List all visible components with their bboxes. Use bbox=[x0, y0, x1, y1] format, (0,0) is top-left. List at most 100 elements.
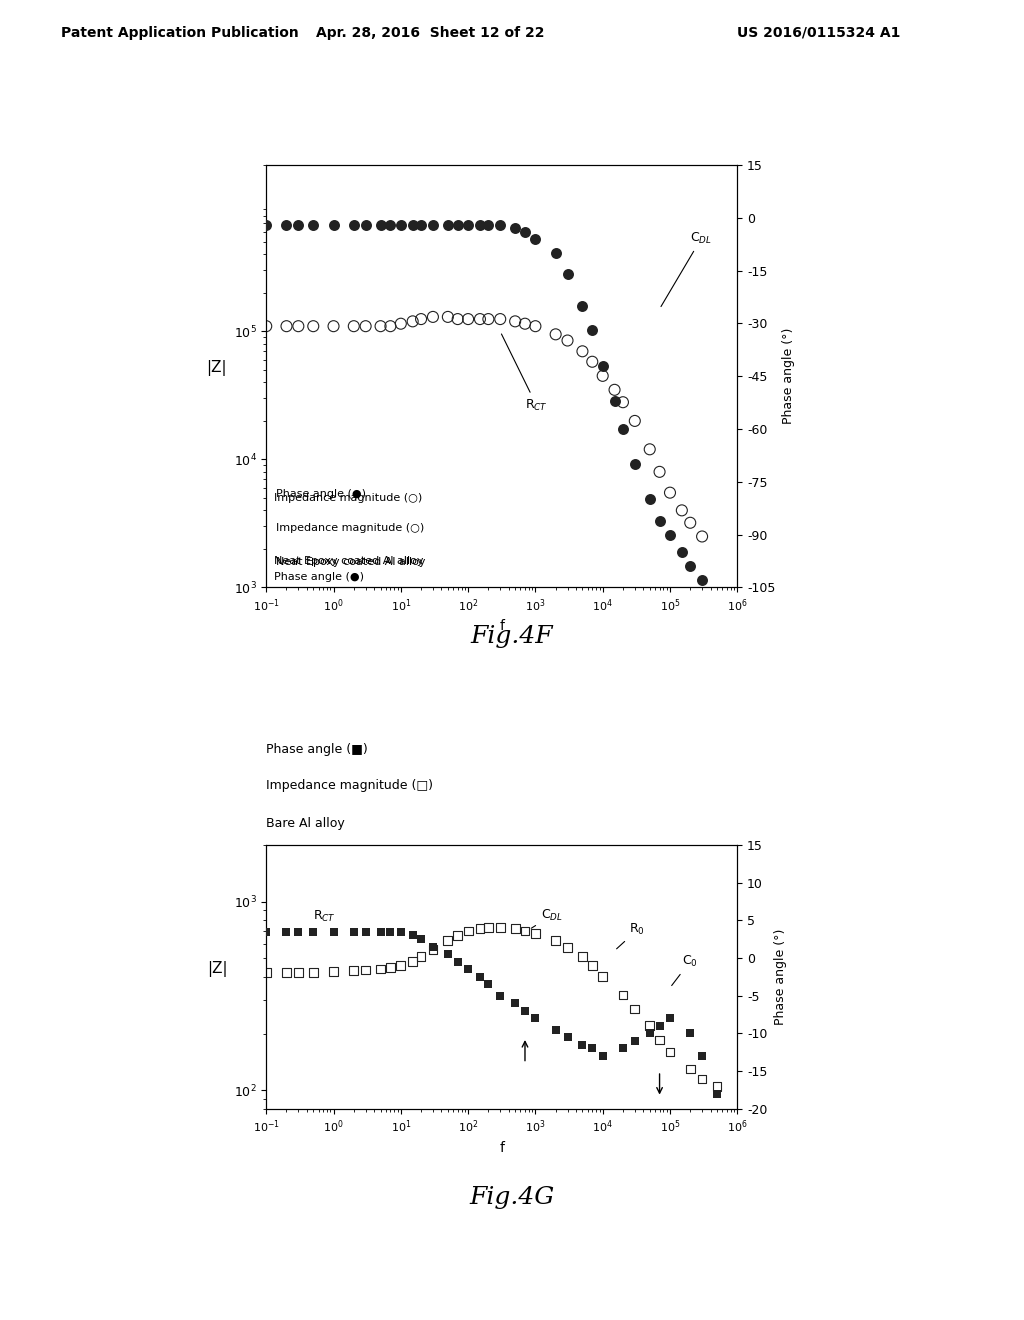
Point bbox=[492, 917, 508, 939]
Point bbox=[492, 214, 508, 235]
Point bbox=[651, 1015, 668, 1036]
Point bbox=[492, 309, 508, 330]
Point bbox=[559, 264, 575, 285]
Point bbox=[694, 525, 711, 546]
Point bbox=[392, 214, 409, 235]
Y-axis label: |Z|: |Z| bbox=[207, 360, 227, 376]
Text: US 2016/0115324 A1: US 2016/0115324 A1 bbox=[737, 26, 901, 40]
Text: R$_{CT}$: R$_{CT}$ bbox=[313, 909, 336, 931]
Point bbox=[345, 214, 361, 235]
Text: Impedance magnitude (□): Impedance magnitude (□) bbox=[266, 779, 433, 792]
Point bbox=[480, 309, 497, 330]
Point bbox=[345, 921, 361, 942]
Point bbox=[345, 315, 361, 337]
Y-axis label: Phase angle (°): Phase angle (°) bbox=[782, 327, 796, 425]
Point bbox=[258, 214, 274, 235]
Point bbox=[425, 306, 441, 327]
Point bbox=[559, 937, 575, 958]
Point bbox=[404, 310, 421, 331]
Point bbox=[662, 1007, 678, 1028]
Point bbox=[425, 936, 441, 957]
Point bbox=[392, 954, 409, 975]
Point bbox=[450, 925, 466, 946]
Point bbox=[584, 1038, 600, 1059]
Point bbox=[584, 319, 600, 341]
Point bbox=[517, 1001, 534, 1022]
Point bbox=[373, 958, 389, 979]
Point bbox=[559, 330, 575, 351]
X-axis label: f: f bbox=[500, 1140, 504, 1155]
Point bbox=[642, 1015, 658, 1036]
Point bbox=[357, 214, 374, 235]
X-axis label: f: f bbox=[500, 619, 504, 634]
Text: Fig.4G: Fig.4G bbox=[469, 1187, 555, 1209]
Point bbox=[595, 1045, 611, 1067]
Point bbox=[574, 946, 591, 968]
Point bbox=[584, 351, 600, 372]
Text: Impedance magnitude (○): Impedance magnitude (○) bbox=[275, 523, 424, 533]
Point bbox=[527, 923, 544, 944]
Point bbox=[413, 214, 429, 235]
Text: Phase angle (●): Phase angle (●) bbox=[273, 573, 364, 582]
Point bbox=[279, 214, 295, 235]
Point bbox=[413, 946, 429, 968]
Point bbox=[651, 1030, 668, 1051]
Point bbox=[460, 214, 476, 235]
Point bbox=[326, 214, 342, 235]
Point bbox=[450, 952, 466, 973]
Point bbox=[709, 1084, 725, 1105]
Point bbox=[614, 418, 631, 440]
Point bbox=[507, 917, 523, 939]
Point bbox=[548, 243, 564, 264]
Point bbox=[694, 570, 711, 591]
Y-axis label: Phase angle (°): Phase angle (°) bbox=[774, 928, 787, 1026]
Point bbox=[548, 323, 564, 345]
Text: Fig.4F: Fig.4F bbox=[471, 626, 553, 648]
Point bbox=[614, 985, 631, 1006]
Point bbox=[290, 962, 306, 983]
Point bbox=[548, 931, 564, 952]
Point bbox=[527, 315, 544, 337]
Point bbox=[595, 966, 611, 987]
Point bbox=[305, 315, 322, 337]
Point bbox=[480, 214, 497, 235]
Point bbox=[290, 921, 306, 942]
Point bbox=[258, 315, 274, 337]
Point bbox=[258, 921, 274, 942]
Point bbox=[392, 313, 409, 334]
Point bbox=[595, 355, 611, 376]
Text: Patent Application Publication: Patent Application Publication bbox=[61, 26, 299, 40]
Point bbox=[682, 1059, 698, 1080]
Point bbox=[627, 1031, 643, 1052]
Point bbox=[574, 341, 591, 362]
Point bbox=[527, 1007, 544, 1028]
Point bbox=[460, 920, 476, 941]
Point bbox=[507, 310, 523, 331]
Point bbox=[507, 993, 523, 1014]
Point bbox=[507, 218, 523, 239]
Point bbox=[258, 962, 274, 983]
Text: Neat Epoxy coated Al alloy: Neat Epoxy coated Al alloy bbox=[273, 556, 423, 566]
Point bbox=[413, 309, 429, 330]
Point bbox=[642, 488, 658, 510]
Point bbox=[517, 920, 534, 941]
Text: Impedance magnitude (○): Impedance magnitude (○) bbox=[273, 492, 422, 503]
Point bbox=[373, 214, 389, 235]
Point bbox=[404, 952, 421, 973]
Point bbox=[326, 315, 342, 337]
Point bbox=[373, 921, 389, 942]
Point bbox=[357, 921, 374, 942]
Point bbox=[662, 1041, 678, 1063]
Point bbox=[614, 1038, 631, 1059]
Point bbox=[480, 917, 497, 939]
Point bbox=[326, 961, 342, 982]
Point bbox=[694, 1045, 711, 1067]
Point bbox=[439, 306, 456, 327]
Point bbox=[682, 512, 698, 533]
Point bbox=[606, 391, 623, 412]
Point bbox=[439, 944, 456, 965]
Point bbox=[326, 921, 342, 942]
Point bbox=[290, 214, 306, 235]
Point bbox=[662, 482, 678, 503]
Text: Phase angle (●): Phase angle (●) bbox=[275, 490, 366, 499]
